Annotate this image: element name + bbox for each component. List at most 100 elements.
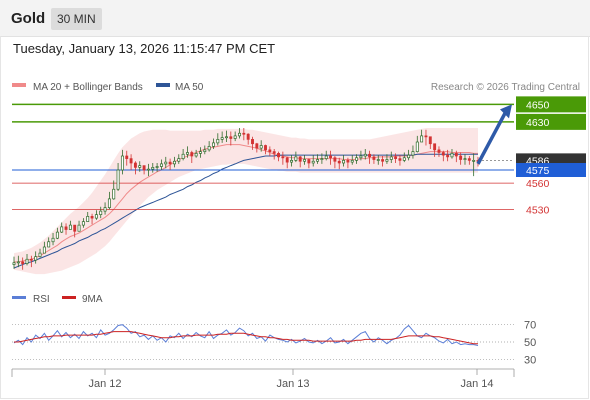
candle-body	[268, 149, 272, 152]
candle-body	[34, 256, 38, 261]
candle-body	[411, 151, 415, 156]
candle-body	[329, 155, 333, 159]
candle-body	[467, 158, 471, 161]
level-tag-4650	[516, 96, 586, 113]
candle-body	[207, 146, 211, 151]
level-label-4560: 4560	[526, 178, 550, 190]
timeframe-button[interactable]: 30 MIN	[51, 8, 102, 30]
candle-body	[311, 160, 315, 164]
time-label: Jan 13	[276, 378, 309, 390]
candle-body	[320, 158, 324, 160]
candle-body	[398, 158, 402, 161]
candle-body	[372, 156, 376, 160]
candle-body	[394, 156, 398, 159]
rsi-ma-legend-label: 9MA	[82, 294, 103, 305]
credit-text: Research © 2026 Trading Central	[431, 82, 580, 93]
candle-body	[233, 135, 237, 139]
candle-body	[168, 161, 172, 165]
candle-body	[472, 160, 476, 162]
candle-body	[94, 214, 98, 219]
candle-body	[199, 151, 202, 154]
candle-body	[177, 158, 181, 162]
candle-body	[190, 152, 194, 157]
candle-body	[381, 159, 385, 162]
candle-body	[203, 149, 207, 152]
candle-body	[212, 142, 215, 147]
bb-legend-label: MA 20 + Bollinger Bands	[33, 82, 143, 93]
rsi-legend-label: RSI	[33, 294, 50, 305]
candle-body	[277, 153, 280, 158]
candle-body	[159, 163, 163, 167]
trend-arrow-head	[500, 104, 512, 119]
candle-body	[172, 160, 176, 165]
candle-body	[307, 159, 311, 164]
candle-body	[441, 152, 445, 156]
candle-body	[68, 224, 72, 230]
candle-body	[25, 258, 29, 264]
candle-body	[164, 161, 168, 165]
candle-body	[346, 160, 350, 163]
candle-body	[285, 157, 289, 163]
candle-body	[454, 153, 458, 157]
candle-body	[73, 224, 77, 232]
candle-body	[90, 216, 94, 219]
candle-body	[255, 143, 259, 149]
candle-body	[463, 158, 467, 160]
time-label: Jan 12	[88, 378, 121, 390]
candle-body	[251, 139, 254, 145]
candle-body	[60, 226, 64, 233]
candle-body	[368, 153, 372, 158]
candle-body	[316, 159, 320, 162]
candle-body	[420, 135, 424, 143]
ma50-legend-label: MA 50	[175, 82, 204, 93]
candle-body	[107, 198, 111, 208]
candle-body	[294, 156, 298, 161]
header-bar: Gold 30 MIN	[0, 0, 590, 37]
candle-body	[242, 132, 246, 135]
candle-body	[138, 165, 142, 168]
level-label-4530: 4530	[526, 204, 550, 216]
candle-body	[298, 156, 302, 162]
candle-body	[86, 216, 90, 222]
level-label-4650: 4650	[526, 99, 550, 111]
candle-body	[77, 224, 81, 232]
candle-body	[355, 157, 359, 161]
candle-body	[12, 262, 16, 265]
candle-body	[259, 145, 263, 149]
candle-body	[120, 155, 124, 171]
candle-body	[186, 152, 189, 155]
candle-body	[64, 226, 68, 230]
candle-body	[246, 133, 250, 140]
candle-body	[402, 157, 406, 161]
candle-body	[303, 159, 306, 162]
candle-body	[112, 188, 116, 200]
candle-body	[181, 153, 185, 159]
instrument-name: Gold	[11, 10, 46, 27]
candle-body	[225, 136, 228, 139]
candle-body	[216, 139, 220, 144]
candle-body	[333, 157, 337, 162]
candle-body	[342, 160, 346, 164]
candle-body	[363, 153, 367, 157]
candle-body	[220, 137, 224, 140]
candle-body	[437, 149, 441, 153]
candle-body	[350, 160, 354, 163]
candle-body	[194, 153, 198, 157]
candle-body	[281, 156, 285, 159]
ma20-line	[14, 144, 478, 263]
candle-body	[47, 241, 51, 248]
rsi-tick-70: 70	[524, 320, 536, 332]
candle-body	[133, 162, 137, 168]
current-price-label: 4575	[526, 165, 550, 177]
candle-body	[129, 158, 133, 164]
candle-body	[21, 261, 25, 264]
candle-body	[29, 258, 33, 261]
candle-body	[324, 155, 328, 159]
bollinger-band	[14, 128, 478, 275]
candle-body	[272, 151, 276, 154]
ma50-legend-swatch	[156, 83, 170, 87]
candle-body	[55, 231, 59, 239]
candle-body	[116, 169, 120, 190]
